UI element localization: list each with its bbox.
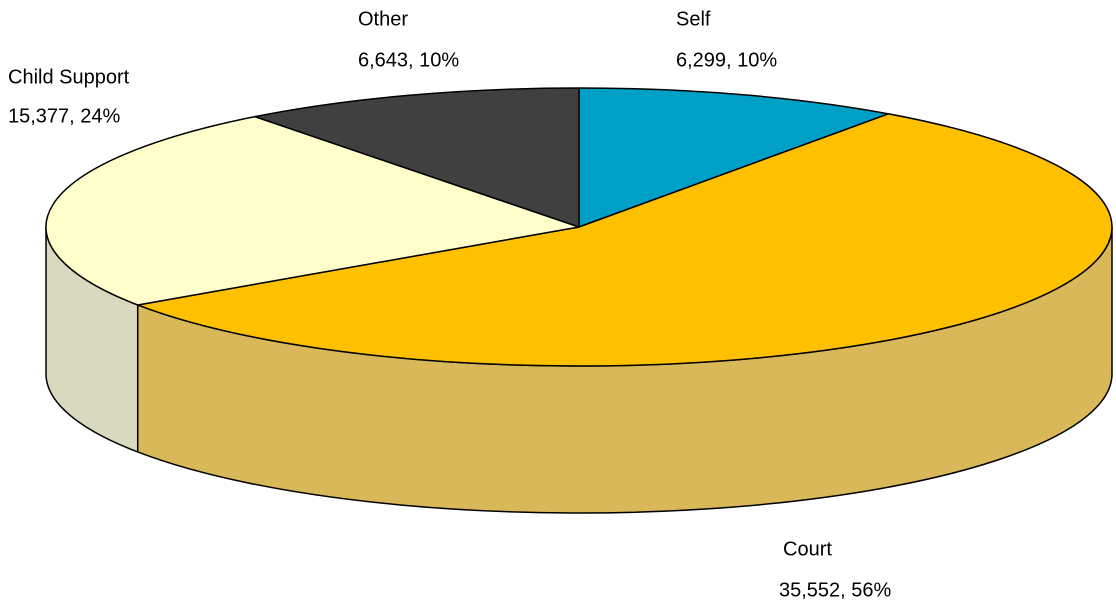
slice [254, 87, 580, 228]
slice-label: Self [676, 8, 711, 30]
slice [136, 113, 1113, 367]
slice [578, 87, 890, 228]
value-label: 6,299, 10% [676, 49, 777, 71]
value-label: 15,377, 24% [8, 105, 121, 127]
slice [45, 115, 580, 306]
slice-label: Child Support [8, 66, 130, 88]
value-label: 6,643, 10% [358, 49, 459, 71]
slice-label: Court [783, 538, 832, 560]
slice-label: Other [358, 8, 408, 30]
value-label: 35,552, 56% [779, 579, 892, 601]
